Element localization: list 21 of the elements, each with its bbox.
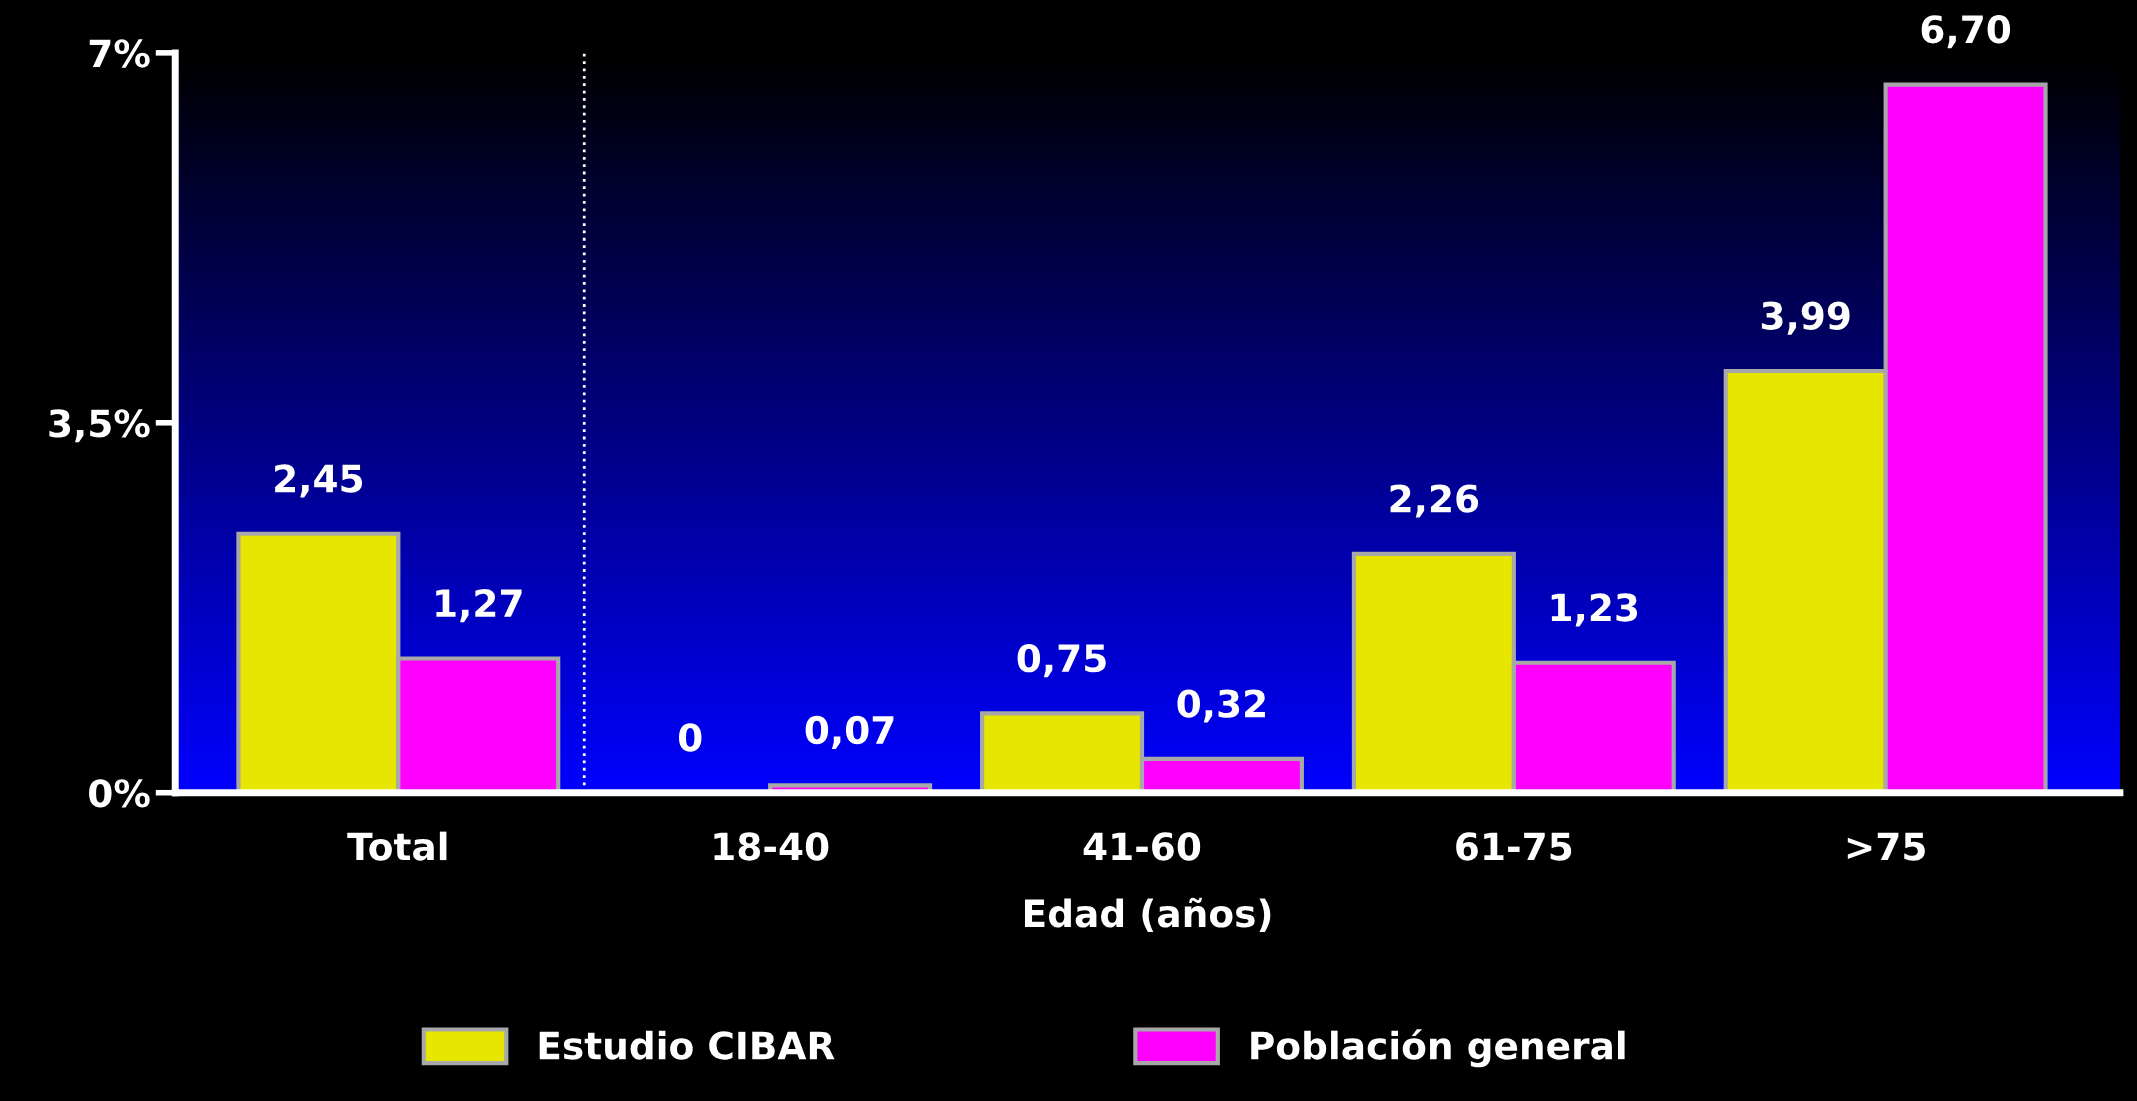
x-tick-label: >75 xyxy=(1847,832,1925,861)
legend-label: Población general xyxy=(1251,1029,1625,1068)
y-tick-label: 3,5% xyxy=(49,409,150,443)
x-tick-label: 18-40 xyxy=(714,832,829,861)
x-tick-label: 41-60 xyxy=(1083,832,1201,861)
y-tick-label: 7% xyxy=(89,39,150,68)
x-axis-title: Edad (años) xyxy=(1025,897,1271,932)
data-label: 6,70 xyxy=(1921,15,2011,49)
data-label: 1,27 xyxy=(436,589,522,623)
data-label: 3,99 xyxy=(1761,301,1850,335)
data-label: 1,23 xyxy=(1551,593,1638,627)
data-label: 2,45 xyxy=(275,464,363,498)
legend-label: Estudio CIBAR xyxy=(539,1030,835,1060)
data-label: 0,07 xyxy=(805,715,894,750)
data-label: 0,32 xyxy=(1177,689,1265,723)
data-label: 0 xyxy=(678,723,702,752)
data-label: 0,75 xyxy=(1017,643,1106,678)
data-label: 2,26 xyxy=(1390,484,1479,518)
x-tick-label: Total xyxy=(347,831,447,861)
y-tick-label: 0% xyxy=(89,779,150,808)
x-tick-label: 61-75 xyxy=(1456,832,1572,861)
